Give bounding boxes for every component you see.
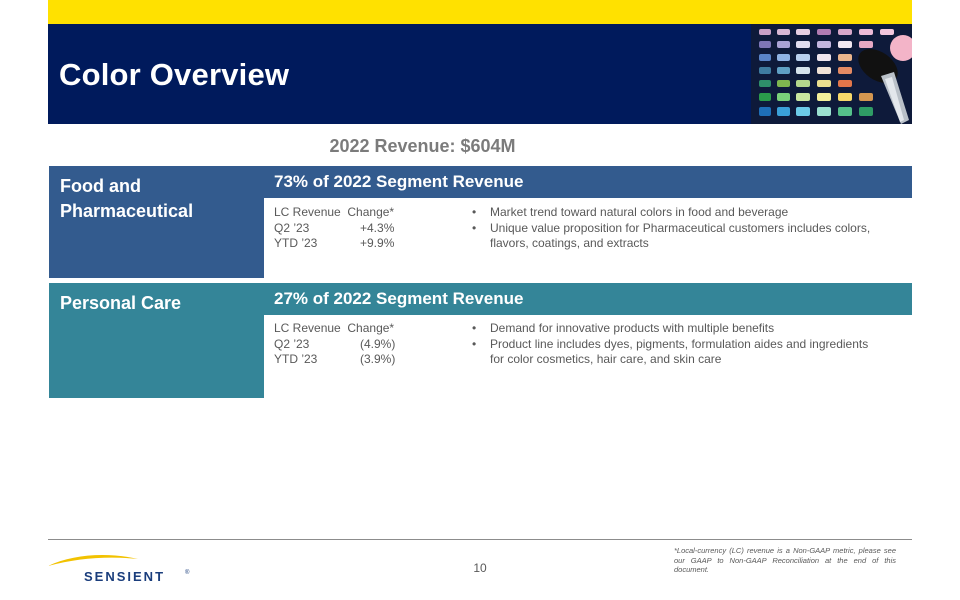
palette-swatches <box>759 29 894 116</box>
metrics-personal-care: LC Revenue Change* Q2 ’23 (4.9%) YTD ’23 (… <box>274 321 395 368</box>
logo-wordmark: SENSIENT <box>84 569 165 584</box>
page-title: Color Overview <box>59 57 290 92</box>
metric-value: (3.9%) <box>360 352 396 366</box>
revenue-title: 2022 Revenue: $604M <box>329 136 516 156</box>
segment-label-personal-care: Personal Care <box>49 283 264 398</box>
segment-label-food-pharma: Food and Pharmaceutical <box>49 166 264 278</box>
list-item: • Market trend toward natural colors in f… <box>472 205 789 219</box>
bullets-food-pharma: • Market trend toward natural colors in f… <box>472 205 882 252</box>
bullet-icon: • <box>472 321 477 335</box>
metric-value: +9.9% <box>360 236 395 250</box>
metric-row: Q2 ’23 +4.3% <box>274 221 394 237</box>
metric-label: YTD ’23 <box>274 352 318 366</box>
metric-value: (4.9%) <box>360 336 396 351</box>
metric-label: YTD ’23 <box>274 236 318 250</box>
sensient-logo: SENSIENT ® <box>48 554 190 584</box>
metric-row: Q2 ’23 (4.9%) <box>274 337 395 353</box>
metrics-food-pharma: LC Revenue Change* Q2 ’23 +4.3% YTD ’23 +9… <box>274 205 394 252</box>
metric-row: YTD ’23 +9.9% <box>274 236 394 252</box>
bullets-personal-care: • Demand for innovative products with mul… <box>472 321 882 368</box>
metric-row: LC Revenue Change* <box>274 321 395 337</box>
footnote: *Local-currency (LC) revenue is a Non-GA… <box>674 546 896 574</box>
page-number: 10 <box>473 561 487 575</box>
eyeshadow-palette-image <box>751 24 912 124</box>
metric-row: LC Revenue Change* <box>274 205 394 221</box>
metric-label: Q2 ’23 <box>274 336 310 351</box>
title-banner: Color Overview <box>48 24 912 124</box>
footer-divider <box>48 539 912 540</box>
makeup-brush <box>858 48 909 124</box>
bullet-icon: • <box>472 205 477 219</box>
metric-label: Q2 ’23 <box>274 220 310 235</box>
header-accent-bar <box>48 0 912 24</box>
metric-label: LC Revenue Change* <box>274 321 395 335</box>
list-item: • Demand for innovative products with mul… <box>472 321 775 335</box>
segment-header-food-pharma: 73% of 2022 Segment Revenue <box>264 166 912 198</box>
list-item: • Unique value proposition for Pharmaceut… <box>472 220 871 251</box>
bullet-icon: • <box>472 220 477 235</box>
metric-value: +4.3% <box>360 220 395 235</box>
bullet-icon: • <box>472 336 477 351</box>
segment-header-personal-care: 27% of 2022 Segment Revenue <box>264 283 912 315</box>
metric-label: LC Revenue Change* <box>274 205 395 219</box>
list-item: • Product line includes dyes, pigments, f… <box>472 336 869 367</box>
metric-row: YTD ’23 (3.9%) <box>274 352 395 368</box>
svg-text:®: ® <box>185 569 190 576</box>
